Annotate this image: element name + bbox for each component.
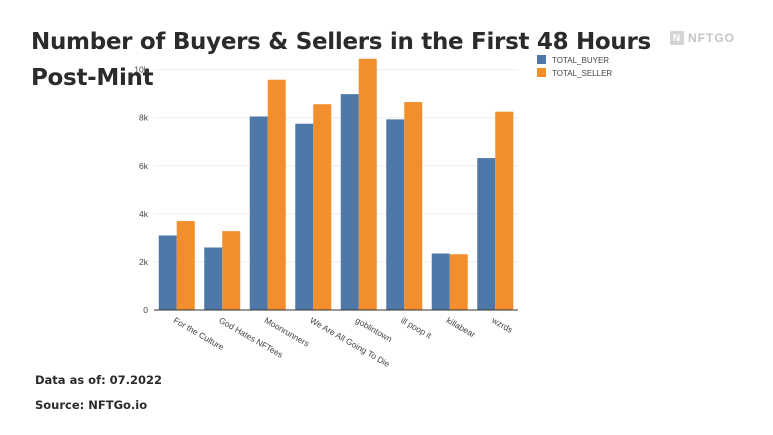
y-tick-label: 2k xyxy=(139,257,149,267)
bar xyxy=(313,104,332,310)
x-tick-label: ill poop it xyxy=(399,315,434,341)
bar xyxy=(222,231,241,310)
x-tick-label: wzrds xyxy=(489,315,514,335)
chart-title: Number of Buyers & Sellers in the First … xyxy=(31,29,651,91)
brand-name: NFTGO xyxy=(688,31,735,45)
nftgo-logo-icon: N xyxy=(670,31,684,45)
bar xyxy=(295,123,314,310)
bar xyxy=(431,253,450,310)
y-tick-label: 10k xyxy=(134,65,148,75)
bar xyxy=(267,79,286,310)
bar xyxy=(249,116,268,310)
y-tick-label: 8k xyxy=(139,113,149,123)
y-tick-label: 6k xyxy=(139,161,149,171)
bar xyxy=(495,111,514,310)
bar xyxy=(477,158,496,310)
bar xyxy=(404,102,423,310)
x-tick-label: We Are All Going To Die xyxy=(308,315,392,369)
source-note: Source: NFTGo.io xyxy=(35,398,148,412)
bar xyxy=(358,58,377,310)
bar xyxy=(386,119,405,310)
y-tick-label: 4k xyxy=(139,209,149,219)
brand-logo: N NFTGO xyxy=(670,31,735,45)
bar xyxy=(449,254,468,310)
bar xyxy=(158,235,177,310)
legend-label: TOTAL_BUYER xyxy=(552,56,609,65)
bar xyxy=(204,247,223,310)
legend-swatch xyxy=(537,55,546,64)
legend-label: TOTAL_SELLER xyxy=(552,69,612,78)
bar xyxy=(340,94,359,310)
legend-swatch xyxy=(537,68,546,77)
x-tick-label: goblintown xyxy=(354,315,394,344)
data-as-of-note: Data as of: 07.2022 xyxy=(35,373,163,387)
x-tick-label: killabear xyxy=(445,315,478,340)
bar xyxy=(176,221,195,310)
y-tick-label: 0 xyxy=(143,305,148,315)
